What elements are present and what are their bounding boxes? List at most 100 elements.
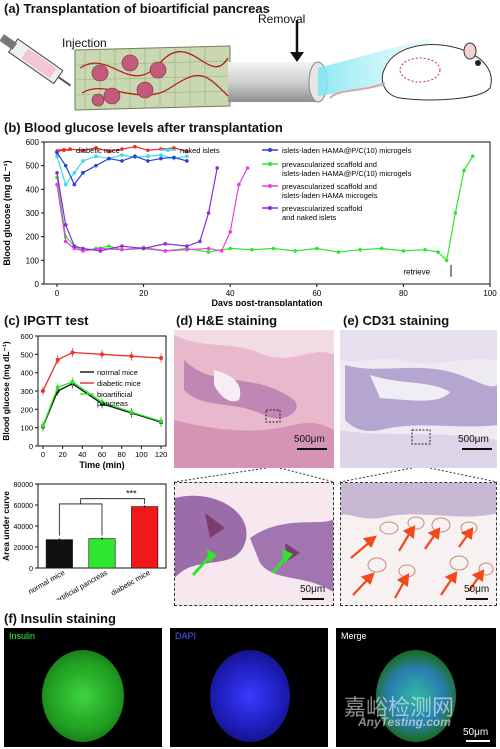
y-tick-label: 500	[26, 162, 40, 171]
legend-label-cont: and naked islets	[282, 213, 336, 222]
legend-marker	[268, 184, 272, 188]
dapi-channel-image: DAPI	[170, 628, 328, 747]
series-line	[42, 351, 162, 392]
panel-d-title: (d) H&E staining	[176, 313, 278, 328]
he-scale-bar-bottom	[302, 598, 324, 600]
legend-label: prevascularized scaffold	[282, 204, 362, 213]
data-point	[129, 354, 134, 359]
data-point	[70, 379, 75, 384]
mouse-icon	[329, 42, 492, 101]
data-point	[55, 150, 59, 155]
x-tick-label: 20	[58, 450, 66, 459]
legend-marker	[62, 148, 66, 152]
retrieve-label: retrieve	[403, 268, 430, 277]
legend-label: bioartificial	[97, 390, 133, 399]
y-tick-label: 40000	[14, 524, 34, 531]
y-tick-label: 200	[26, 233, 40, 242]
y-axis-label: Area under curve	[1, 491, 11, 561]
x-tick-label: 120	[155, 450, 168, 459]
data-point	[250, 247, 254, 252]
data-point	[185, 149, 189, 154]
data-point	[55, 385, 60, 390]
data-point	[129, 410, 134, 415]
legend-label-cont: islets-laden HAMA microgels	[282, 191, 378, 200]
data-point	[358, 247, 362, 252]
cd31-zoom-image	[340, 482, 497, 606]
insulin-scale-label: 50μm	[463, 727, 489, 738]
data-point	[81, 148, 85, 153]
data-point	[470, 154, 475, 158]
data-point	[159, 419, 164, 424]
legend-label: diabetic mice	[97, 379, 141, 388]
significance-label: ***	[126, 489, 137, 499]
panel-b-title: (b) Blood glucose levels after transplan…	[4, 120, 283, 135]
data-point	[462, 168, 466, 173]
merge-channel-image: Merge	[336, 628, 496, 747]
merge-channel-label: Merge	[341, 631, 367, 641]
data-point	[185, 247, 189, 252]
data-point	[120, 153, 124, 157]
he-scale-label-top: 500μm	[294, 434, 325, 445]
cd31-scale-bar-top	[462, 448, 492, 450]
bar	[88, 538, 116, 569]
x-tick-label: 80	[118, 450, 126, 459]
data-point	[172, 155, 176, 160]
legend-label: normal mice	[97, 368, 138, 377]
he-scale-label-bottom: 50μm	[300, 584, 326, 595]
data-point	[163, 241, 168, 246]
legend-label: naked islets	[180, 146, 220, 155]
panel-a-title: (a) Transplantation of bioartificial pan…	[4, 1, 270, 16]
data-point	[40, 389, 45, 393]
data-point	[219, 249, 224, 253]
syringe-icon	[0, 34, 72, 87]
data-point	[72, 244, 77, 248]
y-tick-label: 300	[20, 387, 33, 396]
y-tick-label: 100	[20, 424, 33, 433]
he-overview-image	[174, 330, 334, 468]
legend-label: islets-laden HAMA@P/C(10) microgels	[282, 146, 412, 155]
x-tick-label: 60	[98, 450, 106, 459]
legend-marker	[268, 206, 272, 210]
data-point	[55, 154, 59, 158]
y-tick-label: 300	[26, 209, 40, 218]
legend-label: prevascularized scaffold and	[282, 182, 377, 191]
data-point	[63, 163, 68, 168]
data-point	[120, 147, 124, 151]
data-point	[314, 246, 319, 251]
y-tick-label: 0	[29, 442, 33, 451]
panel-f-title: (f) Insulin staining	[4, 611, 116, 626]
cd31-scale-bar-bottom	[466, 598, 488, 600]
y-tick-label: 60000	[14, 503, 34, 510]
bar	[45, 539, 73, 569]
y-tick-label: 400	[26, 185, 40, 194]
x-tick-label: 20	[139, 289, 148, 298]
panel-c-title: (c) IPGTT test	[4, 313, 89, 328]
he-zoom-lines	[174, 468, 334, 482]
data-point	[185, 244, 189, 248]
data-point	[120, 247, 124, 252]
series-line	[42, 381, 162, 427]
cd31-scale-label-bottom: 50μm	[464, 584, 490, 595]
x-tick-label: 100	[135, 450, 148, 459]
data-point	[237, 182, 241, 187]
data-point	[107, 156, 111, 161]
data-point	[146, 159, 150, 163]
data-point	[55, 182, 59, 187]
ipgtt-line-chart: 0 100 200 300 400 500 600 0 20 40 60 80 100 120 Time (…	[1, 332, 168, 470]
data-point	[159, 156, 163, 161]
y-tick-label: 400	[20, 369, 33, 378]
data-point	[70, 350, 75, 355]
x-axis-label: Time (min)	[79, 460, 124, 470]
data-point	[141, 246, 146, 251]
legend-marker	[268, 162, 272, 166]
y-tick-label: 100	[26, 256, 40, 265]
data-point	[206, 211, 211, 215]
series-line	[56, 167, 218, 252]
data-point	[40, 423, 45, 428]
y-tick-label: 0	[29, 566, 33, 573]
data-point	[63, 182, 68, 187]
series-line	[56, 152, 188, 186]
y-axis-label: Blood glucose (mg dL⁻¹)	[2, 160, 12, 265]
data-point	[293, 249, 297, 253]
